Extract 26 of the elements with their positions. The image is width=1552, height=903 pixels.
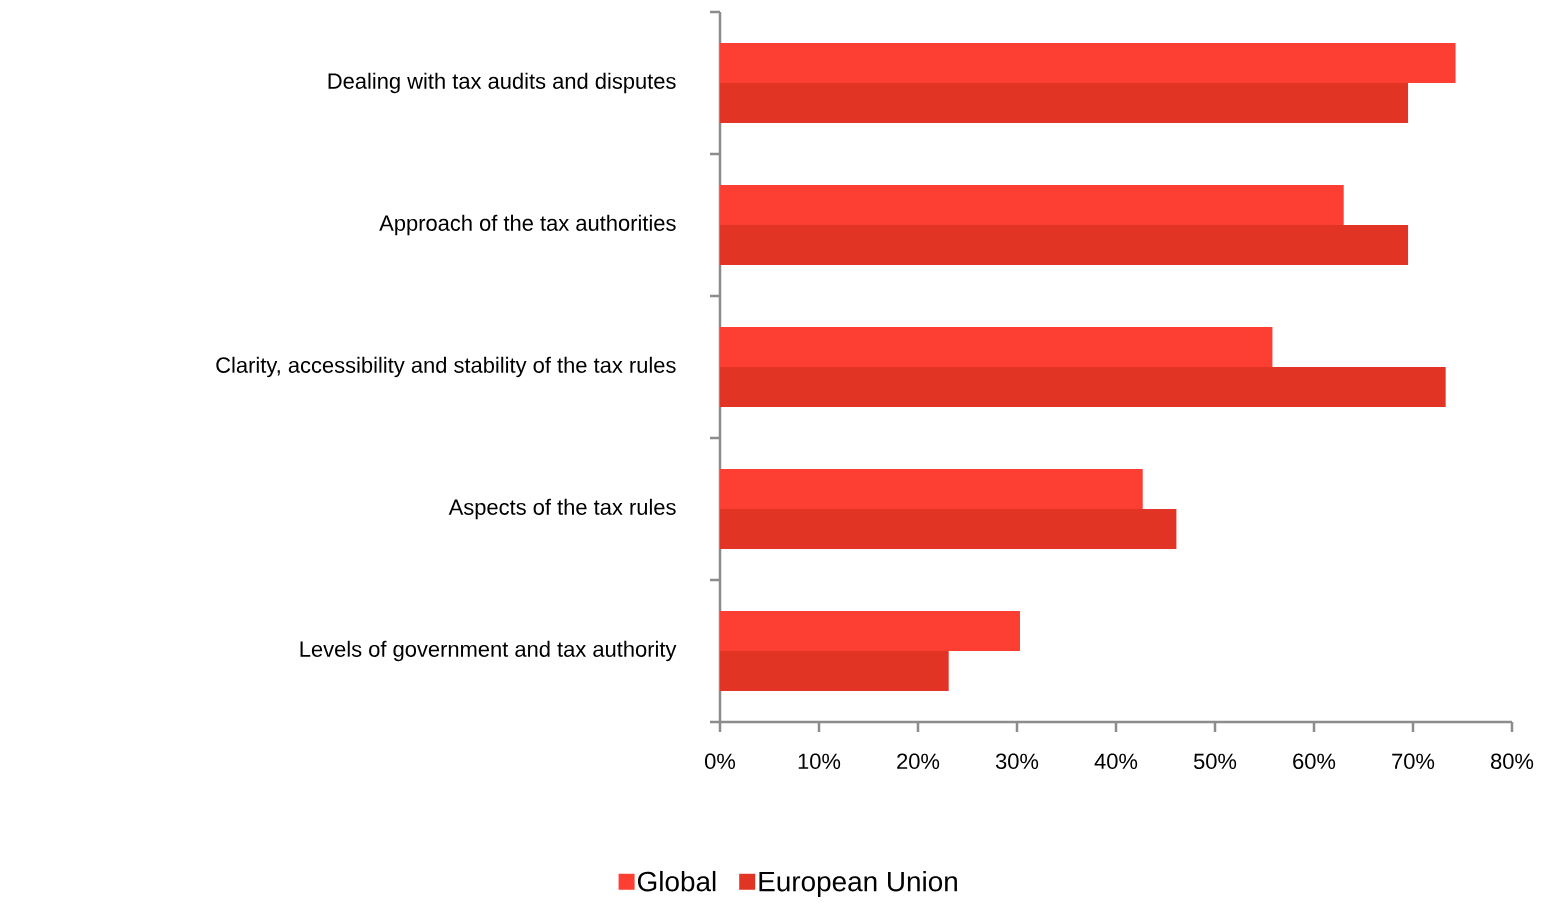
y-tick-label: Aspects of the tax rules [448, 498, 676, 520]
bar [720, 83, 1409, 123]
bar [720, 651, 949, 692]
x-tick-label: 0% [705, 753, 736, 770]
bar [720, 185, 1344, 225]
x-tick-label: 80% [1491, 753, 1534, 770]
y-tick-label: Clarity, accessibility and stability of the tax rules [216, 356, 676, 378]
legend-label: European Union [759, 870, 957, 897]
x-tick-label: 70% [1392, 753, 1435, 770]
bar [720, 509, 1177, 550]
y-tick-label: Approach of the tax authorities [379, 214, 676, 236]
y-tick-label: Levels of government and tax authority [300, 640, 677, 662]
bar [720, 469, 1143, 510]
bar [720, 367, 1446, 407]
legend-label: Global [637, 870, 716, 892]
bar [720, 225, 1409, 265]
x-tick-label: 50% [1193, 753, 1237, 770]
x-tick-label: 30% [995, 753, 1039, 770]
bar [720, 43, 1456, 83]
x-tick-label: 40% [1094, 753, 1138, 770]
y-tick-label: Dealing with tax audits and disputes [328, 72, 676, 94]
x-tick-label: 10% [798, 753, 841, 770]
bar [720, 327, 1273, 367]
x-tick-label: 20% [897, 753, 940, 770]
bar [720, 611, 1020, 652]
x-tick-label: 60% [1293, 753, 1336, 770]
